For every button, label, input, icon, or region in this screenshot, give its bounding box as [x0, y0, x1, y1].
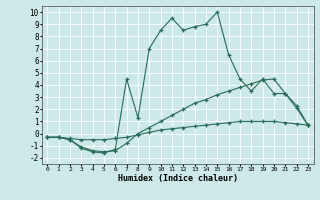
X-axis label: Humidex (Indice chaleur): Humidex (Indice chaleur) [118, 174, 237, 183]
